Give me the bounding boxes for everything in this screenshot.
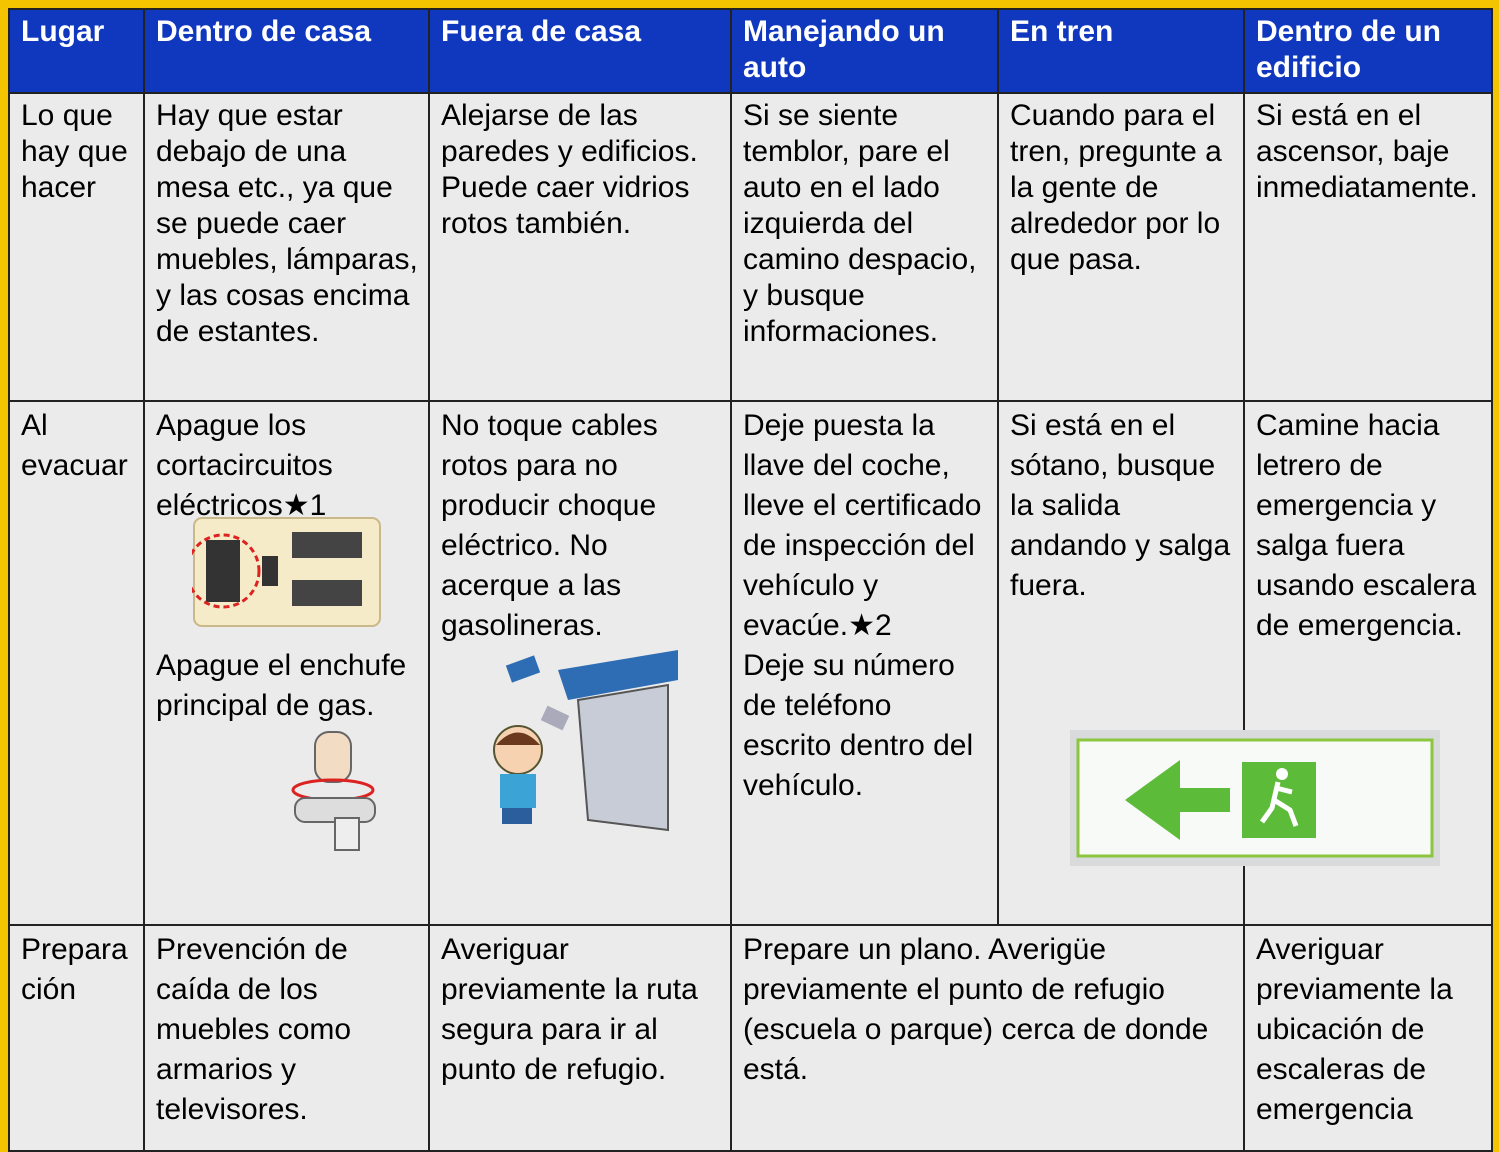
cell: Lo que hay que hacer (8, 92, 145, 402)
header-cell: Lugar (8, 8, 145, 94)
row: Preparación Prevención de caída de los m… (8, 924, 1493, 1152)
falling-tiles-illustration (493, 650, 678, 832)
cell: Averiguar previamente la ubicación de es… (1243, 924, 1493, 1152)
header-cell: Dentro de un edificio (1243, 8, 1493, 94)
cell-text: Deje puesta la llave del coche, lleve el… (743, 409, 982, 642)
header-cell: En tren (997, 8, 1245, 94)
cell-text: Deje su número de teléfono escrito dentr… (743, 649, 974, 802)
cell: Apague los cortacircuitos eléctricos★1 Ap… (143, 400, 430, 926)
cell: Deje puesta la llave del coche, lleve el… (730, 400, 999, 926)
cell: Averiguar previamente la ruta segura par… (428, 924, 732, 1152)
cell: Hay que estar debajo de una mesa etc., y… (143, 92, 430, 402)
cell: Alejarse de las paredes y edificios. Pue… (428, 92, 732, 402)
cell-text: Apague los cortacircuitos eléctricos★1 (156, 409, 333, 522)
header-cell: Dentro de casa (143, 8, 430, 94)
cell: No toque cables rotos para no producir c… (428, 400, 732, 926)
page: Lugar Dentro de casa Fuera de casa Manej… (8, 8, 1493, 1152)
row: Lo que hay que hacer Hay que estar debaj… (8, 92, 1493, 402)
cell: Si está en el ascensor, baje inmediatame… (1243, 92, 1493, 402)
exit-sign-illustration (1070, 730, 1440, 866)
cell: Si se siente temblor, pare el auto en el… (730, 92, 999, 402)
header-row: Lugar Dentro de casa Fuera de casa Manej… (8, 8, 1493, 94)
cell: Preparación (8, 924, 145, 1152)
breaker-illustration (192, 517, 381, 627)
gas-valve-illustration (291, 731, 376, 851)
cell: Prevención de caída de los muebles como … (143, 924, 430, 1152)
cell: Prepare un plano. Averigüe previamente e… (730, 924, 1245, 1152)
cell: Al evacuar (8, 400, 145, 926)
header-cell: Manejando un auto (730, 8, 999, 94)
safety-table: Lugar Dentro de casa Fuera de casa Manej… (8, 8, 1493, 1152)
cell: Cuando para el tren, pregunte a la gente… (997, 92, 1245, 402)
cell-text: Apague el enchufe principal de gas. (156, 649, 407, 722)
header-cell: Fuera de casa (428, 8, 732, 94)
